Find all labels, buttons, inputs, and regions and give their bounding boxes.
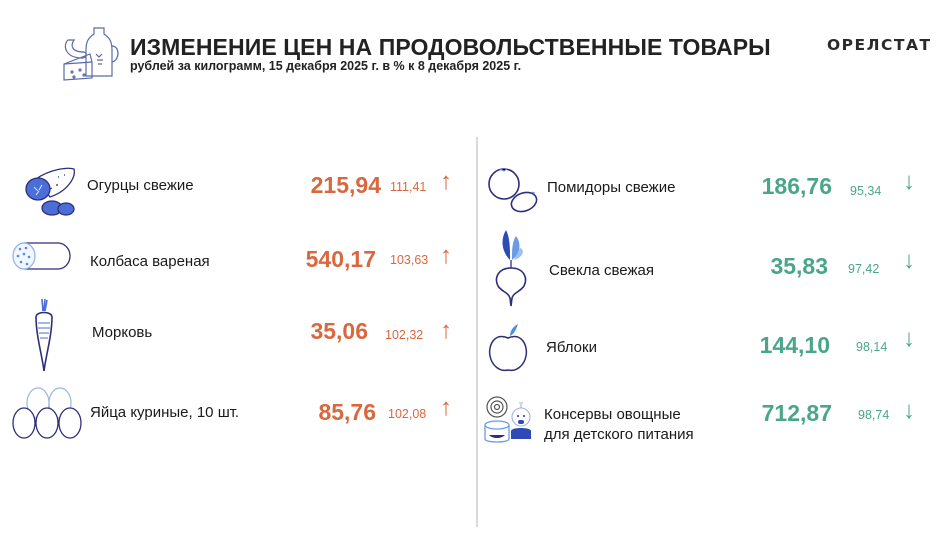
item-price: 35,06 — [310, 318, 368, 344]
apple-icon — [486, 322, 530, 379]
item-name: Огурцы свежие — [87, 177, 194, 194]
arrow-up-icon: ↑ — [440, 394, 452, 421]
list-item: Консервы овощные для детского питания 71… — [478, 393, 940, 453]
arrow-down-icon: ↓ — [903, 325, 915, 352]
list-item: Морковь 35,06 102,32 ↑ — [0, 295, 476, 375]
arrow-down-icon: ↓ — [903, 168, 915, 195]
list-item: Яйца куриные, 10 шт. 85,76 102,08 ↑ — [0, 383, 476, 445]
item-percent: 111,41 — [390, 180, 427, 194]
page-title: ИЗМЕНЕНИЕ ЦЕН НА ПРОДОВОЛЬСТВЕННЫЕ ТОВАР… — [130, 34, 771, 60]
carrot-icon — [32, 297, 56, 378]
item-price: 712,87 — [761, 400, 832, 426]
arrow-up-icon: ↑ — [440, 317, 452, 344]
item-name: Свекла свежая — [549, 262, 654, 279]
item-name: Морковь — [92, 324, 153, 341]
sausage-icon — [10, 241, 72, 276]
column-divider — [476, 137, 478, 527]
item-name: Колбаса вареная — [90, 253, 210, 270]
item-percent: 95,34 — [850, 184, 882, 198]
arrow-up-icon: ↑ — [440, 242, 452, 269]
item-percent: 102,08 — [388, 407, 427, 421]
list-item: Помидоры свежие 186,76 95,34 ↓ — [478, 162, 940, 217]
item-percent: 97,42 — [848, 262, 880, 276]
arrow-up-icon: ↑ — [440, 168, 452, 195]
page-subtitle: рублей за килограмм, 15 декабря 2025 г. … — [130, 59, 522, 73]
item-price: 215,94 — [310, 172, 381, 198]
item-name: Яблоки — [546, 339, 597, 356]
list-item: Огурцы свежие 215,94 111,41 ↑ — [0, 160, 476, 220]
item-price: 35,83 — [770, 253, 828, 279]
dairy-products-icon — [60, 18, 124, 84]
cucumber-icon — [22, 165, 78, 222]
item-percent: 103,63 — [390, 253, 429, 267]
item-percent: 98,14 — [856, 340, 888, 354]
list-item: Свекла свежая 35,83 97,42 ↓ — [478, 224, 940, 309]
list-item: Колбаса вареная 540,17 103,63 ↑ — [0, 235, 476, 285]
tomato-icon — [484, 164, 548, 221]
arrow-down-icon: ↓ — [903, 397, 915, 424]
beet-icon — [492, 226, 532, 313]
item-percent: 98,74 — [858, 408, 890, 422]
list-item: Яблоки 144,10 98,14 ↓ — [478, 320, 940, 375]
item-price: 186,76 — [761, 173, 832, 199]
brand-logo: ОРЕЛСТАТ — [827, 36, 932, 54]
item-price: 540,17 — [305, 246, 376, 272]
eggs-icon — [10, 383, 84, 446]
baby-food-can-icon — [483, 395, 535, 450]
item-name-line1: Консервы овощные — [544, 406, 681, 423]
item-price: 85,76 — [318, 399, 376, 425]
item-percent: 102,32 — [385, 328, 424, 342]
item-price: 144,10 — [759, 332, 830, 358]
item-name: Яйца куриные, 10 шт. — [90, 404, 240, 421]
item-name-line2: для детского питания — [544, 426, 694, 443]
arrow-down-icon: ↓ — [903, 247, 915, 274]
item-name: Помидоры свежие — [547, 179, 676, 196]
